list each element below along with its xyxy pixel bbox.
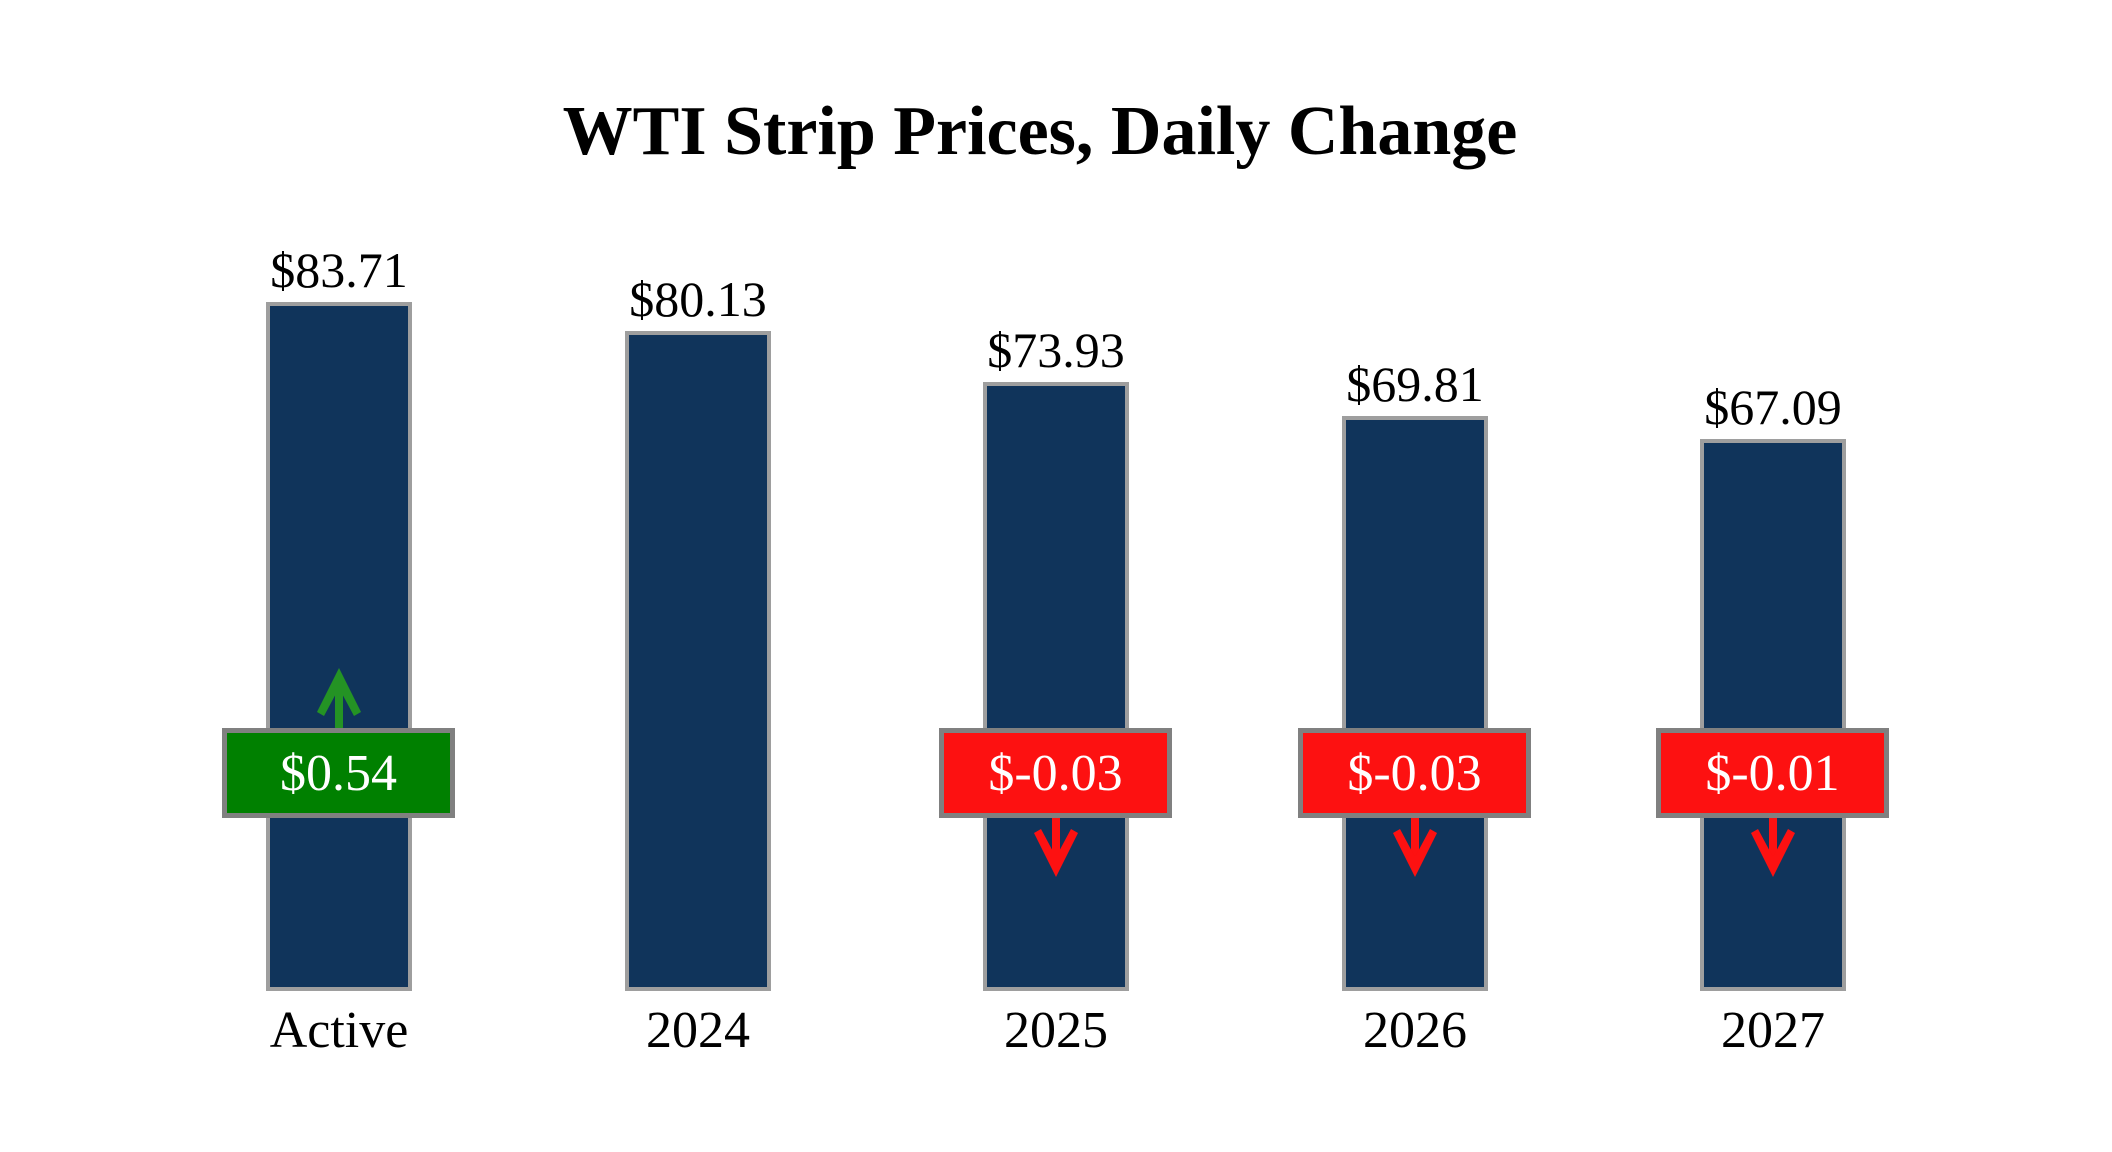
category-label: 2025 (1004, 1002, 1108, 1059)
bar-group: $69.81 $-0.03 2026 (1235, 0, 1595, 1152)
bar-group: $80.13 2024 (518, 0, 878, 1152)
category-label: 2024 (646, 1002, 750, 1059)
down-arrow-icon (1393, 817, 1437, 877)
daily-change-badge: $-0.01 (1656, 728, 1889, 818)
daily-change-badge: $-0.03 (939, 728, 1172, 818)
bar-value-label: $73.93 (987, 322, 1125, 378)
bar-group: $67.09 $-0.01 2027 (1593, 0, 1953, 1152)
daily-change-label: $-0.03 (988, 744, 1123, 802)
daily-change-label: $-0.01 (1705, 744, 1840, 802)
up-arrow-icon (317, 668, 361, 728)
bar (266, 302, 412, 991)
bar (1342, 416, 1488, 991)
daily-change-label: $-0.03 (1347, 744, 1482, 802)
bar (625, 331, 771, 991)
daily-change-badge: $-0.03 (1298, 728, 1531, 818)
down-arrow-icon (1034, 817, 1078, 877)
bar-value-label: $67.09 (1704, 379, 1842, 435)
bar-value-label: $83.71 (270, 242, 408, 298)
bar (983, 382, 1129, 991)
daily-change-label: $0.54 (280, 744, 397, 802)
bar-group: $73.93 $-0.03 2025 (876, 0, 1236, 1152)
bar-value-label: $80.13 (629, 271, 767, 327)
bar-group: $83.71 $0.54 Active (159, 0, 519, 1152)
bar-value-label: $69.81 (1346, 356, 1484, 412)
chart-title: WTI Strip Prices, Daily Change (562, 93, 1518, 170)
down-arrow-icon (1751, 817, 1795, 877)
bar (1700, 439, 1846, 991)
daily-change-badge: $0.54 (222, 728, 455, 818)
category-label: 2026 (1363, 1002, 1467, 1059)
category-label: Active (269, 1002, 409, 1059)
category-label: 2027 (1721, 1002, 1825, 1059)
